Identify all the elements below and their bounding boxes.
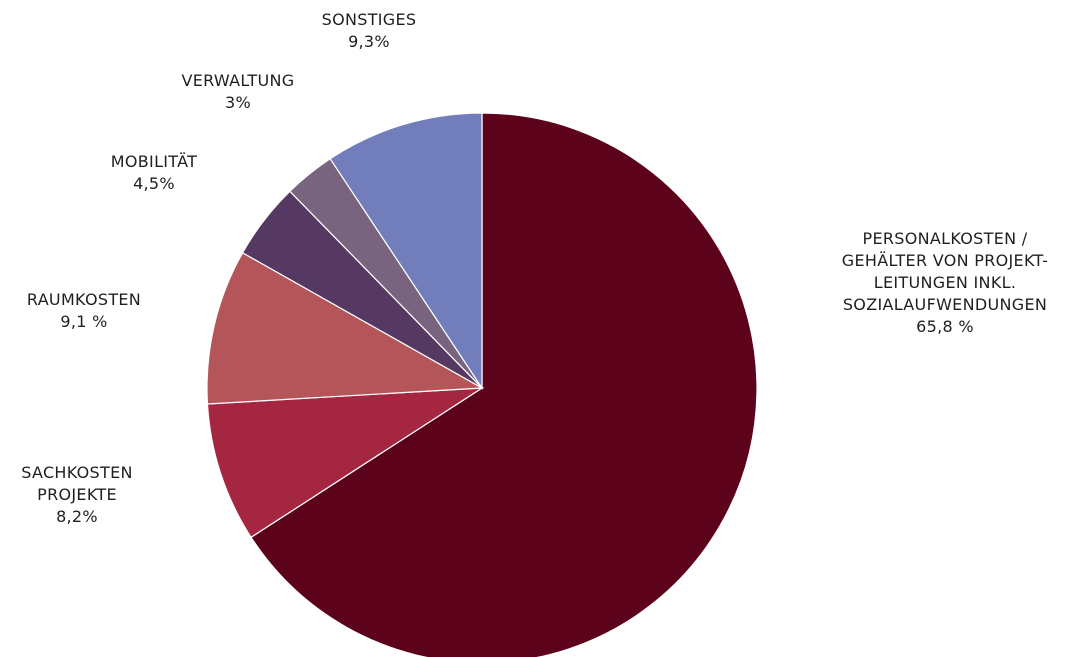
label-sonstiges-value: 9,3% — [348, 32, 390, 51]
label-personal-line-4: SOZIALAUFWENDUNGEN — [842, 295, 1048, 314]
label-sachkosten-line-1: SACHKOSTEN — [21, 463, 133, 482]
label-personal-line-2: GEHÄLTER VON PROJEKT- — [841, 251, 1049, 270]
pie-slice-sachkosten — [206, 387, 485, 539]
label-raumkosten-value: 9,1 % — [60, 312, 108, 331]
label-personal-line-3: LEITUNGEN INKL. — [873, 273, 1017, 292]
pie-slice-personal — [250, 112, 758, 657]
label-mobilitaet-value: 4,5% — [133, 174, 175, 193]
label-sachkosten-value: 8,2% — [56, 507, 98, 526]
label-raumkosten: RAUMKOSTEN 9,1 % — [27, 289, 141, 333]
pie-slice-sonstiges — [329, 112, 483, 390]
label-mobilitaet-line-1: MOBILITÄT — [110, 152, 198, 171]
label-raumkosten-line-1: RAUMKOSTEN — [26, 290, 142, 309]
label-sonstiges: SONSTIGES 9,3% — [322, 9, 417, 53]
label-verwaltung-value: 3% — [225, 93, 251, 112]
label-mobilitaet: MOBILITÄT 4,5% — [111, 151, 197, 195]
label-sachkosten-line-2: PROJEKTE — [37, 485, 117, 504]
label-personal: PERSONALKOSTEN / GEHÄLTER VON PROJEKT- L… — [842, 228, 1048, 338]
label-personal-value: 65,8 % — [916, 317, 974, 336]
label-verwaltung-line-1: VERWALTUNG — [181, 71, 295, 90]
label-verwaltung: VERWALTUNG 3% — [182, 70, 295, 114]
label-sachkosten: SACHKOSTEN PROJEKTE 8,2% — [21, 462, 133, 528]
label-personal-line-1: PERSONALKOSTEN / — [862, 229, 1028, 248]
label-sonstiges-line-1: SONSTIGES — [321, 10, 417, 29]
pie-slice-raumkosten — [206, 251, 485, 405]
